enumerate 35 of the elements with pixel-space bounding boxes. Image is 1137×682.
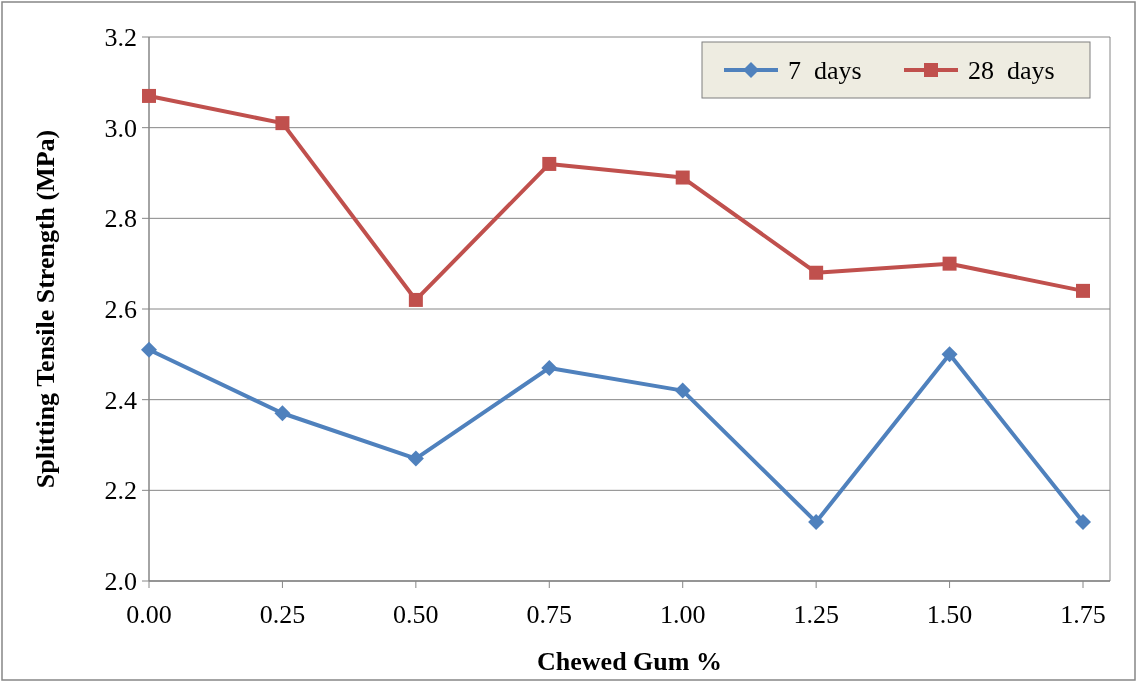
point — [274, 405, 291, 422]
x-tick-label: 0.50 — [393, 600, 439, 629]
point — [541, 359, 558, 376]
point — [542, 156, 557, 171]
y-tick-label: 3.0 — [104, 113, 137, 143]
point — [808, 514, 825, 531]
x-tick-label: 1.00 — [659, 600, 706, 629]
legend-label: 28 days — [968, 56, 1055, 85]
y-tick-label: 2.4 — [104, 385, 137, 415]
y-tick-label: 2.6 — [104, 295, 137, 324]
point — [675, 170, 690, 185]
y-tick-label: 2.8 — [104, 204, 137, 234]
x-tick-label: 0.25 — [259, 600, 306, 629]
point — [942, 256, 957, 271]
x-tick-label: 1.25 — [793, 600, 839, 629]
point — [407, 450, 424, 467]
y-axis-title: Splitting Tensile Strength (MPa) — [31, 129, 60, 489]
x-tick-label: 1.50 — [926, 600, 973, 629]
point — [1076, 283, 1090, 298]
legend-label: 7 days — [788, 56, 862, 85]
point — [141, 341, 157, 358]
point — [1075, 514, 1091, 531]
y-tick-label: 2.2 — [104, 476, 137, 506]
x-tick-label: 0.75 — [526, 600, 573, 629]
point — [142, 88, 156, 103]
y-tick-label: 3.2 — [104, 23, 137, 52]
y-tick-label: 2.0 — [104, 567, 137, 596]
x-tick-label: 0.00 — [126, 600, 172, 629]
point — [941, 346, 958, 363]
point — [809, 265, 824, 280]
point — [674, 382, 691, 399]
point — [275, 116, 290, 131]
x-tick-label: 1.75 — [1060, 600, 1106, 629]
point — [408, 292, 423, 307]
x-axis-title: Chewed Gum % — [537, 647, 722, 676]
